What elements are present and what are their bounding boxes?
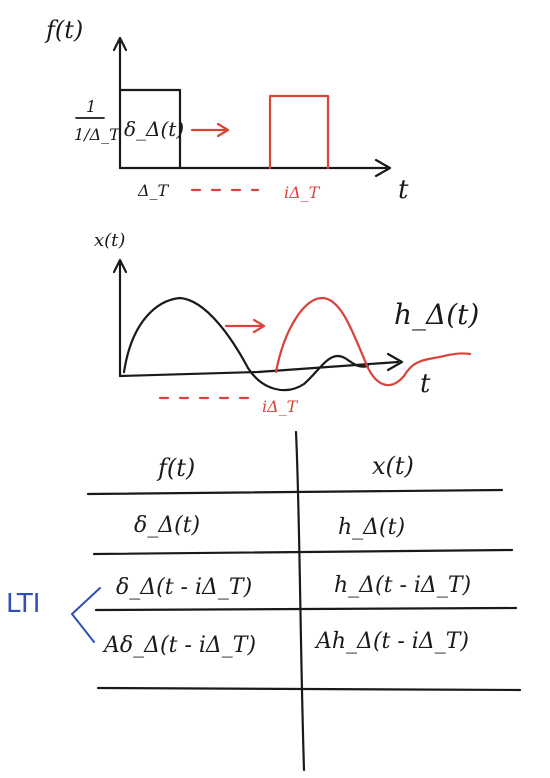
io-table: f(t) x(t) δ_Δ(t) h_Δ(t) δ_Δ(t - iΔ_T) h_… — [86, 430, 522, 772]
table-line-3 — [94, 606, 518, 612]
mid-x-axis — [118, 360, 400, 378]
black-response-curve — [122, 296, 370, 392]
table-line-1 — [86, 488, 504, 496]
row2-input: δ_Δ(t - iΔ_T) — [116, 575, 252, 600]
shift-arrow-top-head — [216, 122, 230, 138]
row2-output: h_Δ(t - iΔ_T) — [334, 573, 471, 598]
header-output: x(t) — [372, 452, 414, 480]
top-x-label: t — [398, 175, 409, 205]
shifted-pulse — [268, 94, 330, 170]
mid-tick-shifted-label: iΔ_T — [262, 397, 299, 416]
row3-output: Ah_Δ(t - iΔ_T) — [314, 629, 469, 654]
pulse-label: δ_Δ(t) — [124, 117, 184, 141]
row3-input: Aδ_Δ(t - iΔ_T) — [102, 633, 256, 658]
top-plot: 1 1/Δ_T δ_Δ(t) f(t) t Δ_T iΔ_T — [44, 16, 409, 205]
row1-output: h_Δ(t) — [338, 515, 405, 540]
pulse-at-origin — [118, 88, 182, 170]
red-shifted-response — [274, 296, 472, 386]
height-label: 1/Δ_T — [74, 125, 121, 144]
tick-shifted-label: iΔ_T — [284, 183, 321, 202]
mid-y-label: x(t) — [94, 230, 125, 251]
mid-x-label: t — [420, 369, 431, 399]
middle-plot: x(t) h_Δ(t) t iΔ_T — [94, 230, 479, 416]
table-line-4 — [96, 686, 522, 692]
mid-x-axis-arrow — [386, 352, 404, 372]
top-x-axis-arrow — [374, 158, 392, 178]
top-y-label: f(t) — [44, 16, 83, 44]
lti-note: LTI — [6, 587, 101, 643]
height-label-num: 1 — [86, 97, 96, 116]
table-divider-vertical — [294, 430, 306, 772]
top-y-axis-arrow — [112, 36, 128, 52]
row1-input: δ_Δ(t) — [134, 513, 200, 538]
tick-origin-label: Δ_T — [137, 181, 170, 200]
header-input: f(t) — [156, 454, 195, 482]
shift-arrow-mid-head — [252, 318, 266, 334]
table-line-2 — [92, 548, 514, 556]
mid-y-axis-arrow — [112, 258, 128, 274]
lti-label: LTI — [6, 589, 40, 619]
lti-bracket — [71, 587, 101, 643]
response-label: h_Δ(t) — [394, 298, 479, 331]
